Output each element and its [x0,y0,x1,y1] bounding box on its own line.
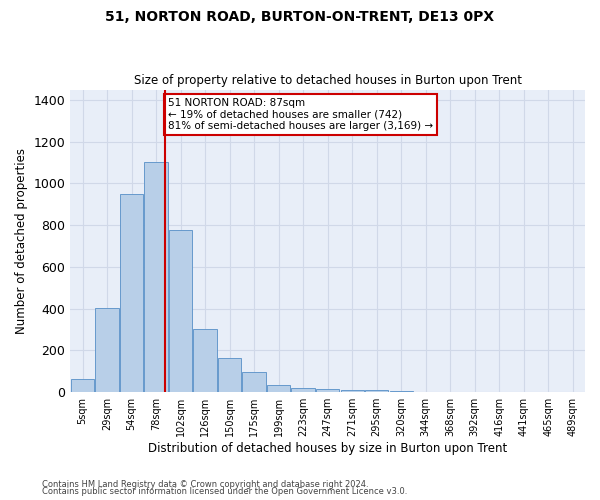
Text: Contains HM Land Registry data © Crown copyright and database right 2024.: Contains HM Land Registry data © Crown c… [42,480,368,489]
Y-axis label: Number of detached properties: Number of detached properties [15,148,28,334]
Title: Size of property relative to detached houses in Burton upon Trent: Size of property relative to detached ho… [134,74,521,87]
Bar [292,388,315,392]
Text: 51 NORTON ROAD: 87sqm
← 19% of detached houses are smaller (742)
81% of semi-det: 51 NORTON ROAD: 87sqm ← 19% of detached … [168,98,433,131]
Bar [95,308,119,392]
Bar [389,390,413,392]
Bar [193,328,217,392]
Bar [242,372,266,392]
Bar [316,389,339,392]
Bar [267,385,290,392]
Bar [218,358,241,392]
Bar [120,194,143,392]
X-axis label: Distribution of detached houses by size in Burton upon Trent: Distribution of detached houses by size … [148,442,507,455]
Text: Contains public sector information licensed under the Open Government Licence v3: Contains public sector information licen… [42,487,407,496]
Text: 51, NORTON ROAD, BURTON-ON-TRENT, DE13 0PX: 51, NORTON ROAD, BURTON-ON-TRENT, DE13 0… [106,10,494,24]
Bar [145,162,168,392]
Bar [169,230,192,392]
Bar [341,390,364,392]
Bar [365,390,388,392]
Bar [71,378,94,392]
